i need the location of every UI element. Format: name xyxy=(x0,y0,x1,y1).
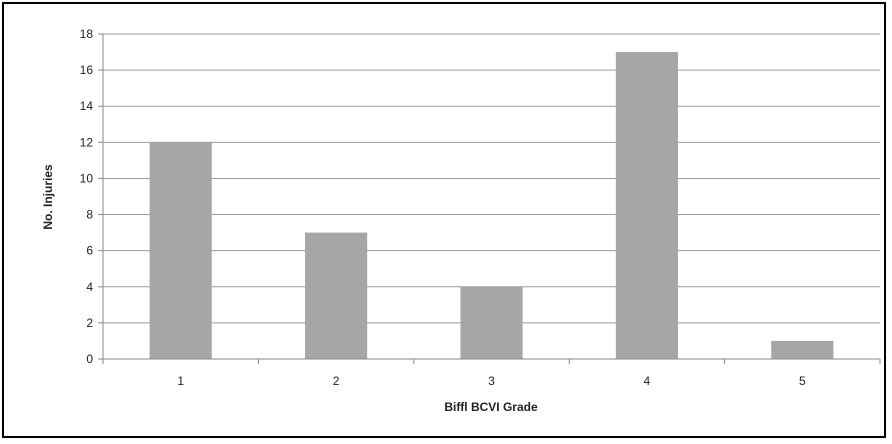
x-tick-label-1: 1 xyxy=(177,374,184,388)
y-tick-label-16: 16 xyxy=(80,63,94,77)
x-tick-labels: 1 2 3 4 5 xyxy=(177,374,806,388)
gridlines xyxy=(103,33,880,324)
y-tick-label-8: 8 xyxy=(86,208,93,222)
bars xyxy=(149,52,834,360)
chart-frame xyxy=(2,2,886,438)
y-tick-label-18: 18 xyxy=(80,27,94,41)
y-tick-label-6: 6 xyxy=(86,244,93,258)
y-tick-label-12: 12 xyxy=(80,135,94,149)
bar-3 xyxy=(460,286,523,359)
x-tick-label-2: 2 xyxy=(333,374,340,388)
bar-5 xyxy=(771,340,834,359)
y-axis-title: No. Injuries xyxy=(41,164,55,230)
y-tick-label-4: 4 xyxy=(86,280,93,294)
axes xyxy=(98,33,881,364)
y-tick-labels: 0 2 4 6 8 10 12 14 16 18 xyxy=(80,27,94,366)
y-tick-label-14: 14 xyxy=(80,99,94,113)
bar-1 xyxy=(149,142,212,359)
x-tick-label-5: 5 xyxy=(799,374,806,388)
bar-4 xyxy=(615,52,678,360)
y-tick-label-10: 10 xyxy=(80,171,94,185)
x-tick-label-3: 3 xyxy=(488,374,495,388)
y-tick-label-2: 2 xyxy=(86,316,93,330)
y-tick-label-0: 0 xyxy=(86,352,93,366)
x-tick-label-4: 4 xyxy=(644,374,651,388)
bar-2 xyxy=(305,232,368,359)
x-axis-title: Biffl BCVI Grade xyxy=(444,400,538,414)
